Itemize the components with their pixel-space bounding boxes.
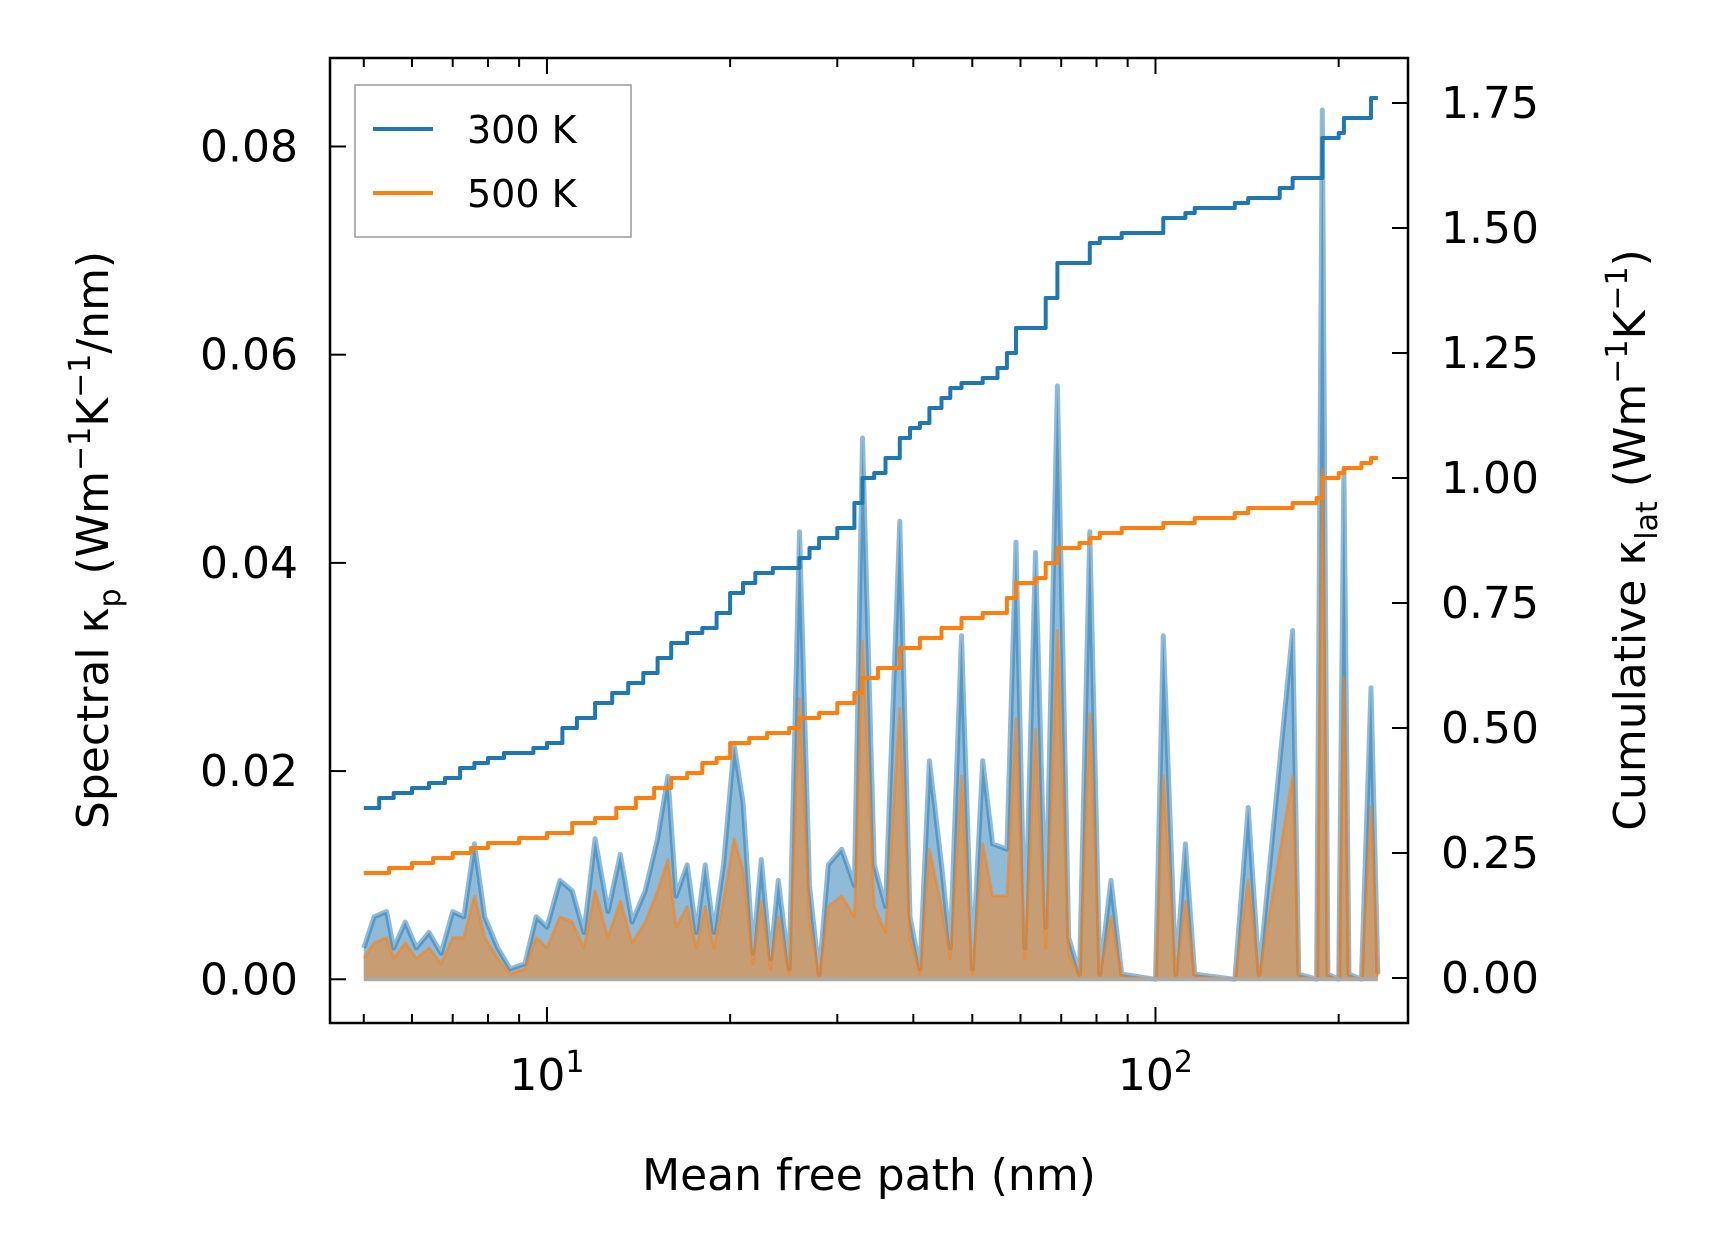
spectral-500k-area	[363, 469, 1378, 980]
x-axis-title: Mean free path (nm)	[642, 1150, 1096, 1201]
left-y-tick-label: 0.02	[200, 746, 298, 797]
left-y-tick-label: 0.08	[200, 121, 298, 172]
right-y-tick-label: 0.25	[1441, 828, 1539, 879]
cumulative-500k-line	[363, 456, 1378, 875]
right-y-tick-label: 0.75	[1441, 578, 1539, 629]
spectral-500k-line	[362, 467, 1380, 981]
cumulative-300k-line	[363, 96, 1378, 810]
spectral-300k-line	[361, 107, 1381, 982]
right-y-tick-label: 0.00	[1441, 953, 1539, 1004]
legend-label-300k: 300 K	[467, 108, 578, 152]
right-y-tick-label: 1.00	[1441, 453, 1539, 504]
right-y-tick-label: 0.50	[1441, 703, 1539, 754]
legend-label-500k: 500 K	[467, 172, 578, 216]
right-y-tick-label: 1.25	[1441, 328, 1539, 379]
right-axis-title: Cumulative κlat (Wm−1K−1)	[1600, 249, 1665, 831]
x-tick-label: 101	[509, 1045, 584, 1101]
legend-box	[354, 84, 632, 238]
left-y-tick-label: 0.00	[200, 954, 298, 1005]
left-y-tick-label: 0.06	[200, 330, 298, 381]
left-axis-title: Spectral κp (Wm−1K−1/nm)	[63, 251, 128, 829]
x-tick-label: 102	[1118, 1045, 1193, 1101]
left-y-tick-label: 0.04	[200, 538, 298, 589]
right-y-tick-label: 1.50	[1441, 203, 1539, 254]
plot-frame	[328, 56, 1410, 1025]
right-y-tick-label: 1.75	[1441, 78, 1539, 129]
legend: 300 K 500 K	[354, 84, 632, 238]
